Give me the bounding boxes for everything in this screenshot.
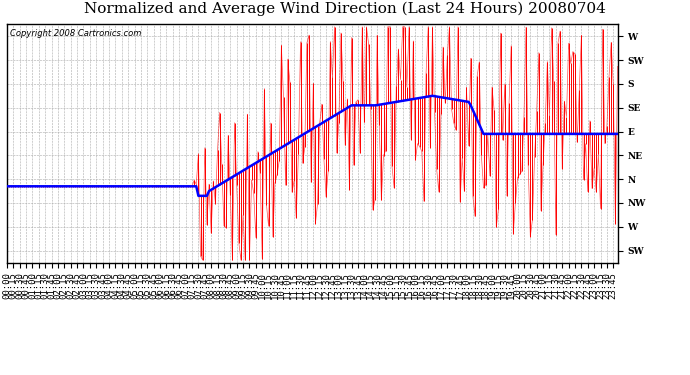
Text: Copyright 2008 Cartronics.com: Copyright 2008 Cartronics.com	[10, 29, 141, 38]
Text: Normalized and Average Wind Direction (Last 24 Hours) 20080704: Normalized and Average Wind Direction (L…	[84, 2, 606, 16]
